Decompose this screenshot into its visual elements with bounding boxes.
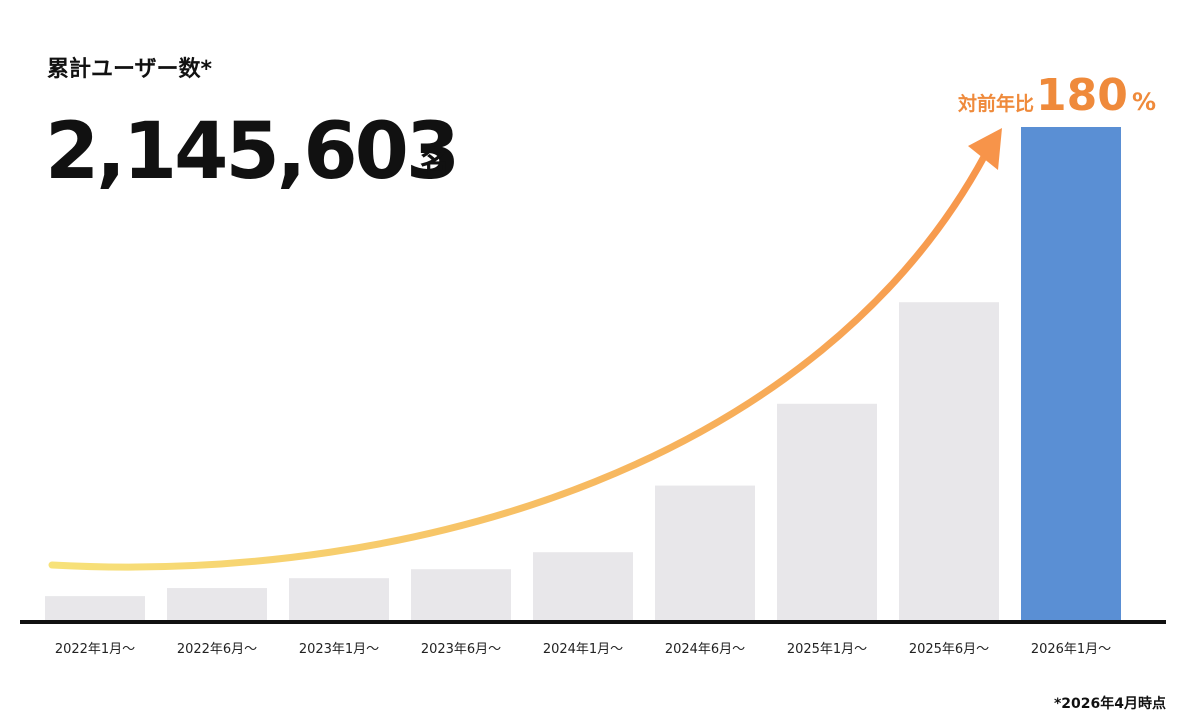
x-tick-label: 2022年1月〜	[55, 642, 135, 657]
headline-unit: 名	[420, 145, 450, 180]
growth-arrow	[48, 151, 989, 571]
x-tick-label: 2025年1月〜	[787, 642, 867, 657]
annotation-label: 対前年比	[957, 92, 1034, 115]
x-tick-label: 2025年6月〜	[909, 642, 989, 657]
bar	[655, 485, 755, 620]
chart-title: 累計ユーザー数*	[47, 56, 213, 82]
x-tick-label: 2024年6月〜	[665, 642, 745, 657]
annotation-unit: %	[1132, 88, 1156, 116]
bar	[777, 403, 877, 620]
x-tick-label: 2023年6月〜	[421, 642, 501, 657]
x-tick-label: 2024年1月〜	[543, 642, 623, 657]
annotation-value: 180	[1036, 70, 1128, 121]
bar	[289, 578, 389, 620]
bar	[411, 569, 511, 620]
headline-value: 2,145,603	[45, 107, 457, 197]
x-tick-label: 2022年6月〜	[177, 642, 257, 657]
arrow-head	[968, 128, 1002, 170]
bar	[45, 596, 145, 620]
bar	[167, 588, 267, 620]
bar	[533, 552, 633, 620]
bar	[899, 302, 999, 620]
footnote: *2026年4月時点	[1054, 695, 1166, 712]
bar	[1021, 127, 1121, 620]
x-tick-label: 2023年1月〜	[299, 642, 379, 657]
x-tick-label: 2026年1月〜	[1031, 642, 1111, 657]
